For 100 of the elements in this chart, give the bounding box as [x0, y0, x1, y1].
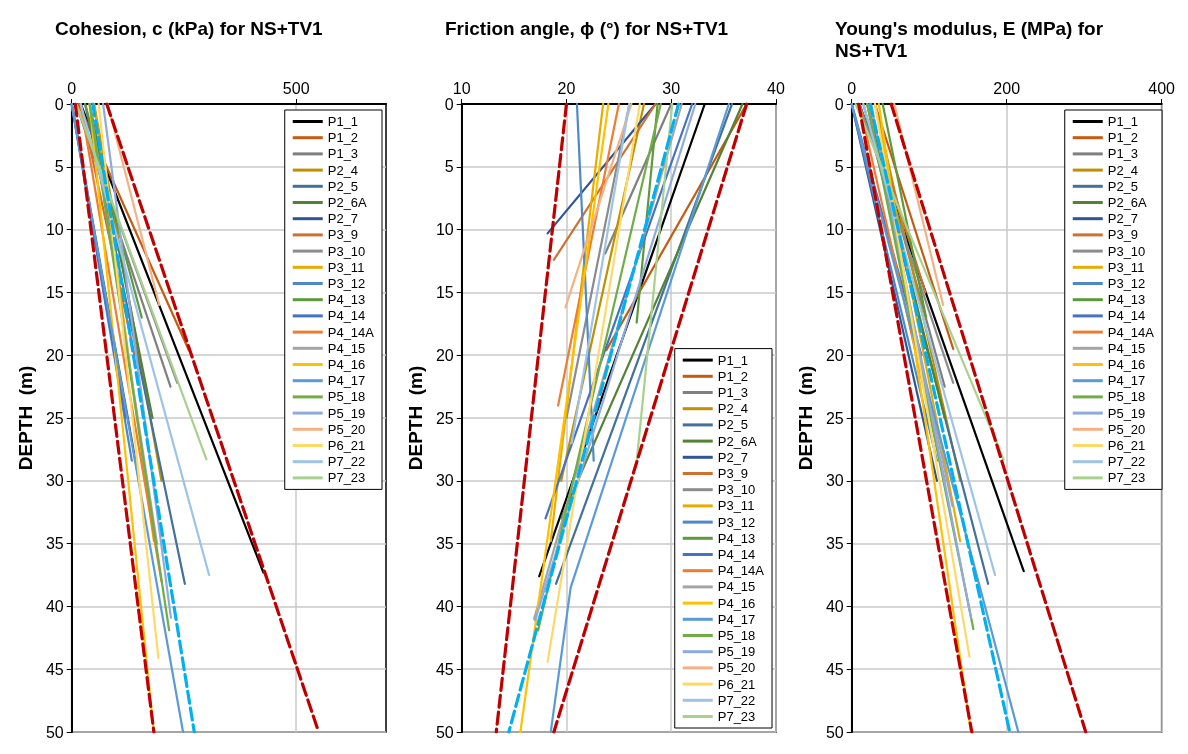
x-tick-label: 0 — [847, 79, 857, 97]
legend-label: P2_6A — [717, 433, 758, 449]
legend-label: P3_11 — [327, 259, 365, 275]
legend-label: P3_9 — [717, 466, 749, 481]
legend-label: P4_14 — [717, 547, 756, 562]
chart-title: Friction angle, ϕ (°) for NS+TV1 — [445, 17, 729, 39]
legend-label: P4_14 — [1107, 308, 1146, 324]
x-tick-label: 30 — [662, 79, 681, 97]
chart-title: Young's modulus, E (MPa) for NS+TV1 — [835, 17, 1109, 61]
legend-label: P5_20 — [717, 660, 756, 676]
y-tick-label: 10 — [435, 221, 454, 239]
legend-label: P4_15 — [1107, 340, 1146, 356]
legend-label: P1_2 — [717, 368, 749, 384]
y-tick-label: 35 — [435, 535, 454, 553]
y-tick-label: 50 — [825, 723, 844, 741]
legend-label: P3_9 — [1107, 227, 1139, 243]
legend-label: P7_22 — [327, 454, 366, 470]
legend-label: P4_16 — [717, 595, 756, 611]
legend-label: P7_22 — [1107, 454, 1146, 470]
legend-label: P7_23 — [327, 470, 366, 486]
y-tick-label: 15 — [435, 283, 454, 301]
y-tick-label: 45 — [45, 660, 64, 678]
legend-label: P4_17 — [1107, 373, 1146, 389]
legend-label: P4_15 — [327, 340, 366, 356]
legend-label: P2_6A — [327, 195, 368, 210]
legend-label: P5_18 — [1107, 389, 1146, 405]
legend-label: P5_20 — [327, 421, 366, 437]
x-tick-label: 500 — [282, 79, 310, 97]
y-axis-title: DEPTH (m) — [15, 365, 36, 471]
y-tick-label: 15 — [825, 283, 844, 301]
legend-label: P2_6A — [1107, 195, 1148, 210]
legend-label: P4_17 — [327, 373, 366, 389]
legend-label: P4_17 — [717, 611, 756, 627]
legend-label: P3_12 — [327, 276, 366, 291]
y-tick-label: 20 — [45, 346, 64, 364]
y-tick-label: 35 — [45, 535, 64, 553]
legend-label: P2_5 — [717, 417, 749, 433]
legend-label: P3_11 — [1107, 259, 1145, 275]
y-tick-label: 10 — [825, 221, 844, 239]
legend-label: P4_14A — [1107, 324, 1155, 340]
legend-label: P1_1 — [1107, 114, 1139, 129]
legend-label: P5_19 — [1107, 405, 1146, 421]
legend-label: P1_3 — [327, 146, 359, 162]
legend-label: P5_20 — [1107, 421, 1146, 437]
y-tick-label: 10 — [45, 221, 64, 239]
legend-label: P1_2 — [1107, 130, 1139, 146]
y-tick-label: 5 — [834, 158, 844, 176]
legend-label: P2_5 — [327, 178, 359, 194]
y-tick-label: 20 — [825, 346, 844, 364]
legend-label: P7_23 — [717, 709, 756, 724]
x-tick-label: 200 — [993, 79, 1021, 97]
legend-label: P2_7 — [1107, 211, 1139, 227]
legend-label: P4_16 — [327, 357, 366, 372]
y-tick-label: 25 — [45, 409, 64, 427]
legend-label: P3_9 — [327, 227, 359, 243]
x-tick-label: 20 — [557, 79, 576, 97]
legend-label: P3_11 — [717, 498, 755, 514]
legend-label: P4_15 — [717, 579, 756, 595]
legend-label: P3_10 — [1107, 243, 1146, 259]
y-tick-label: 5 — [54, 158, 64, 176]
y-axis-title: DEPTH (m) — [795, 365, 816, 471]
y-axis-title: DEPTH (m) — [405, 365, 426, 471]
y-tick-label: 0 — [834, 95, 844, 113]
y-tick-label: 5 — [444, 158, 454, 176]
legend-label: P3_10 — [327, 243, 366, 259]
legend-label: P2_7 — [717, 449, 749, 465]
legend-label: P4_13 — [1107, 292, 1146, 308]
y-tick-label: 20 — [435, 346, 454, 364]
legend-label: P4_16 — [1107, 357, 1146, 372]
y-tick-label: 40 — [45, 597, 64, 615]
legend-label: P2_7 — [327, 211, 359, 227]
y-tick-label: 50 — [435, 723, 454, 741]
legend-label: P5_19 — [717, 644, 756, 660]
x-tick-label: 400 — [1148, 79, 1176, 97]
y-tick-label: 30 — [825, 472, 844, 490]
legend-label: P5_18 — [717, 628, 756, 643]
legend-label: P3_12 — [1107, 276, 1146, 291]
legend-label: P1_1 — [717, 352, 749, 368]
legend-label: P6_21 — [1107, 438, 1146, 453]
legend-label: P4_14A — [717, 563, 765, 579]
legend-label: P1_3 — [717, 385, 749, 400]
y-tick-label: 35 — [825, 535, 844, 553]
y-tick-label: 30 — [435, 472, 454, 490]
legend-label: P4_14A — [327, 324, 375, 340]
x-tick-label: 0 — [67, 79, 77, 97]
legend-label: P4_13 — [327, 292, 366, 308]
legend-label: P5_18 — [327, 389, 366, 405]
legend-label: P2_5 — [1107, 178, 1139, 194]
legend-label: P2_4 — [717, 401, 749, 417]
y-tick-label: 45 — [825, 660, 844, 678]
y-tick-label: 0 — [444, 95, 454, 113]
y-tick-label: 50 — [45, 723, 64, 741]
legend-label: P2_4 — [1107, 162, 1139, 178]
x-tick-label: 40 — [767, 79, 785, 97]
legend-label: P6_21 — [717, 676, 756, 692]
legend-label: P7_22 — [717, 692, 756, 708]
chart-title: Cohesion, c (kPa) for NS+TV1 — [55, 17, 324, 39]
y-tick-label: 45 — [435, 660, 454, 678]
legend-label: P1_2 — [327, 130, 359, 146]
y-tick-label: 40 — [825, 597, 844, 615]
